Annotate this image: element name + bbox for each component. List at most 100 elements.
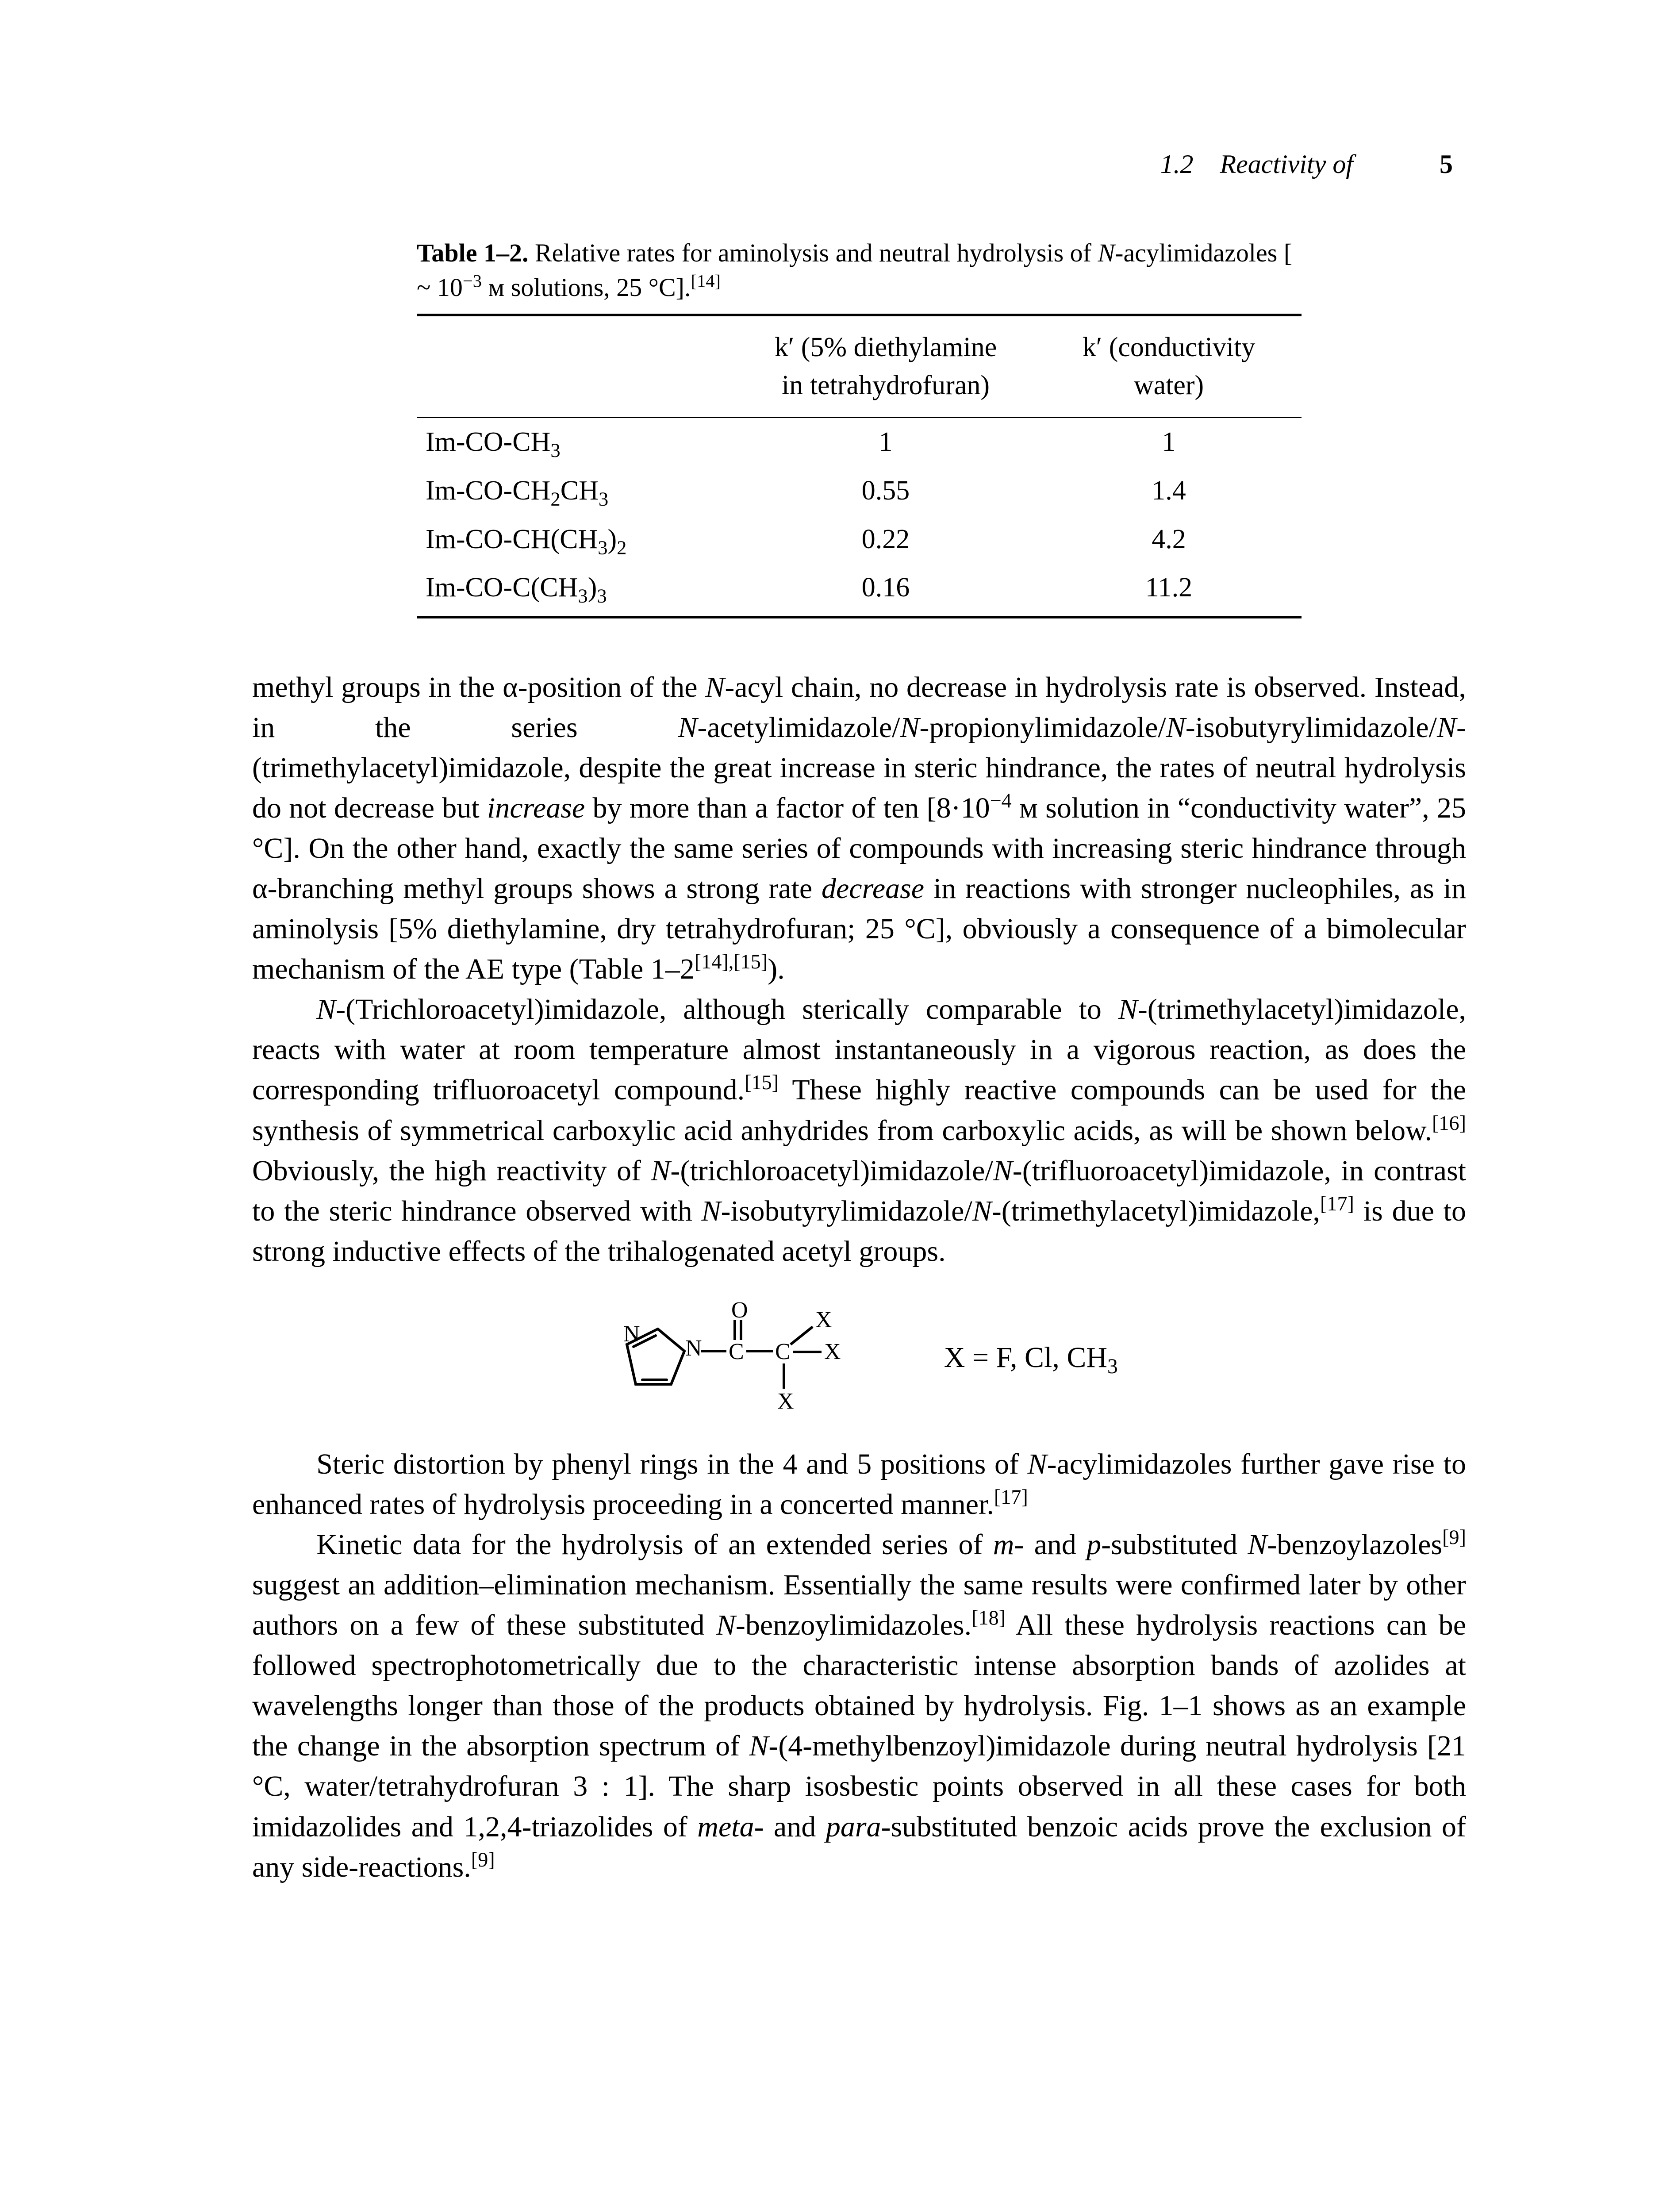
table-caption-text-a: Relative rates for aminolysis and neutra… <box>535 238 1098 267</box>
text-run: Kinetic data for the hydrolysis of an ex… <box>316 1528 993 1561</box>
table-cell: 4.2 <box>1036 515 1302 564</box>
body-paragraph: Steric distortion by phenyl rings in the… <box>252 1444 1466 1525</box>
table-col2-header: k′ (5% diethylamine in tetrahydrofuran) <box>735 315 1036 418</box>
text-ital: increase <box>487 792 585 824</box>
citation-ref: [17] <box>1320 1192 1354 1215</box>
text-ital: N <box>900 711 920 744</box>
text-run: -(trimethylacetyl)imidazole, <box>992 1195 1320 1227</box>
table-cell: 1.4 <box>1036 467 1302 515</box>
citation-ref: [16] <box>1432 1112 1466 1134</box>
lbl-sub: 2 <box>550 488 560 510</box>
running-head: 1.2 Reactivity of 5 <box>252 146 1466 183</box>
table-row: Im-CO-CH(CH3)2 0.22 4.2 <box>417 515 1302 564</box>
text-ital: para <box>826 1811 881 1843</box>
text-ital: decrease <box>822 872 924 905</box>
table-cell: 11.2 <box>1036 564 1302 617</box>
table-col2-header-b: in tetrahydrofuran) <box>782 370 990 400</box>
table-body: Im-CO-CH3 1 1 Im-CO-CH2CH3 0.55 1.4 Im-C… <box>417 418 1302 617</box>
table-row-label: Im-CO-CH3 <box>417 418 735 467</box>
lbl-seg: CH <box>561 476 599 506</box>
table-row-label: Im-CO-CH(CH3)2 <box>417 515 735 564</box>
text-ital: N <box>651 1155 670 1187</box>
text-run: -isobutyr­ylimidazole/ <box>1186 711 1437 744</box>
citation-ref: [9] <box>1442 1526 1466 1548</box>
citation-ref: [18] <box>971 1606 1006 1629</box>
citation-ref: [15] <box>745 1071 779 1094</box>
text-run: -propionylimidazole/ <box>920 711 1166 744</box>
table-cell: 0.22 <box>735 515 1036 564</box>
svg-text:N: N <box>623 1321 640 1347</box>
svg-text:N: N <box>685 1336 702 1361</box>
table-caption-label: Table 1–2. <box>417 238 528 267</box>
text-ital: N <box>716 1609 736 1641</box>
lbl-seg: Im-CO-CH <box>426 427 550 457</box>
table-cell: 1 <box>735 418 1036 467</box>
text-ital: N <box>705 671 725 703</box>
svg-text:X: X <box>815 1307 832 1333</box>
table-caption-exp: −3 <box>463 271 482 291</box>
lbl-seg: Im-CO-CH <box>426 476 550 506</box>
text-run: Obviously, the high reactivity of <box>252 1155 651 1187</box>
text-run: -isobutyrylimidazole/ <box>721 1195 972 1227</box>
text-run: Steric distortion by phenyl rings in the… <box>316 1448 1027 1480</box>
rates-table: k′ (5% diethylamine in tetrahydrofuran) … <box>417 314 1302 618</box>
table-header-row: k′ (5% diethylamine in tetrahydrofuran) … <box>417 315 1302 418</box>
text-ital: N <box>316 993 336 1025</box>
lbl-seg: ) <box>588 572 597 603</box>
page-number: 5 <box>1440 146 1453 183</box>
table-caption-ref: [14] <box>691 271 721 291</box>
lbl-seg: ) <box>608 524 617 554</box>
table-caption-text-c: ᴍ solutions, 25 °C]. <box>482 273 691 302</box>
text-ital: meta <box>697 1811 754 1843</box>
text-run: -substituted <box>1101 1528 1248 1561</box>
table-cell: 0.16 <box>735 564 1036 617</box>
text-run: - and <box>1014 1528 1087 1561</box>
citation-ref: [17] <box>994 1486 1028 1508</box>
text-ital: N <box>702 1195 721 1227</box>
text-ital: p <box>1087 1528 1101 1561</box>
table-cell: 1 <box>1036 418 1302 467</box>
table-col2-header-a: k′ (5% diethylamine <box>775 332 997 362</box>
text-run: methyl groups in the α-position of the <box>252 671 705 703</box>
citation-ref: [9] <box>471 1848 495 1871</box>
lbl-sub: 3 <box>598 536 607 558</box>
svg-text:O: O <box>731 1302 748 1323</box>
body-paragraph: methyl groups in the α-position of the N… <box>252 667 1466 990</box>
figure-annotation-text: X = F, Cl, CH <box>944 1341 1107 1374</box>
lbl-sub: 3 <box>599 488 608 510</box>
svg-text:C: C <box>729 1339 744 1364</box>
running-head-section: 1.2 <box>1160 150 1193 179</box>
text-ital: N <box>1118 993 1138 1025</box>
text-ital: N <box>972 1195 992 1227</box>
table-row: Im-CO-C(CH3)3 0.16 11.2 <box>417 564 1302 617</box>
text-run: -benzoylazoles <box>1267 1528 1442 1561</box>
lbl-sub: 3 <box>550 439 560 461</box>
table-caption-ital: N <box>1098 238 1115 267</box>
text-run: ). <box>768 953 784 985</box>
text-ital: N <box>749 1730 768 1762</box>
body-paragraph: N-(Trichloroacetyl)imidazole, although s… <box>252 989 1466 1271</box>
text-run: by more than a factor of ten [8·10 <box>585 792 990 824</box>
table-col1-header <box>417 315 735 418</box>
text-ital: N <box>678 711 697 744</box>
svg-text:C: C <box>775 1339 791 1364</box>
text-ital: N <box>993 1155 1013 1187</box>
chemical-structure-svg: N N C O C X X X <box>600 1302 848 1413</box>
text-ital: N <box>1437 711 1456 744</box>
citation-ref: [14],[15] <box>695 950 768 973</box>
text-ital: N <box>1248 1528 1267 1561</box>
text-sup: −4 <box>990 789 1012 812</box>
svg-text:X: X <box>824 1339 841 1364</box>
text-run: -acetylimidazole/ <box>697 711 900 744</box>
table-col3-header-a: k′ (conductivity <box>1083 332 1256 362</box>
lbl-seg: Im-CO-C(CH <box>426 572 578 603</box>
text-run: -(tri­chloroacetyl)imidazole/ <box>670 1155 993 1187</box>
figure-annotation: X = F, Cl, CH3 <box>944 1337 1118 1378</box>
lbl-seg: Im-CO-CH(CH <box>426 524 598 554</box>
table-col3-header: k′ (conductivity water) <box>1036 315 1302 418</box>
table-col3-header-b: water) <box>1134 370 1204 400</box>
chemical-structure-figure: N N C O C X X X X = F, Cl, CH3 <box>252 1302 1466 1413</box>
table-caption: Table 1–2. Relative rates for aminolysis… <box>417 236 1302 305</box>
page: 1.2 Reactivity of 5 Table 1–2. Relative … <box>0 0 1674 2212</box>
table-row: Im-CO-CH3 1 1 <box>417 418 1302 467</box>
